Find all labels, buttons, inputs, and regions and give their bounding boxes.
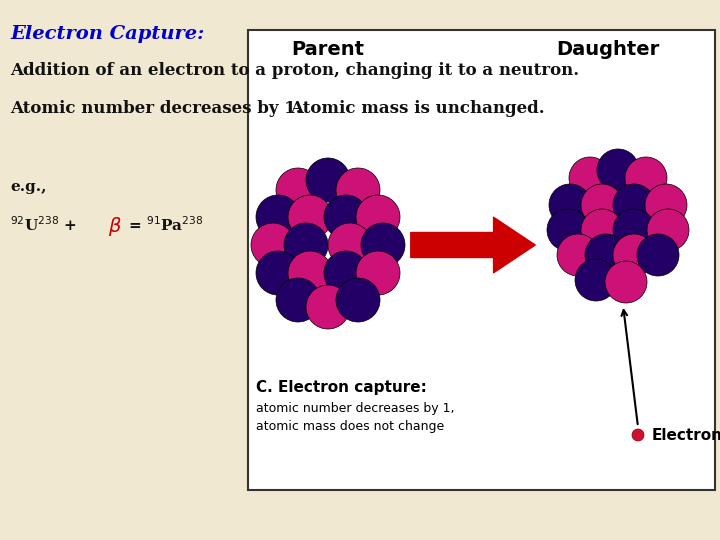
Text: atomic number decreases by 1,: atomic number decreases by 1, [256, 402, 454, 415]
FancyArrowPatch shape [411, 217, 535, 273]
Circle shape [356, 195, 400, 239]
Text: Daughter: Daughter [557, 40, 660, 59]
Circle shape [632, 429, 644, 441]
Circle shape [549, 184, 591, 226]
Circle shape [361, 223, 405, 267]
Circle shape [613, 209, 655, 251]
Circle shape [645, 184, 687, 226]
Circle shape [306, 285, 350, 329]
Circle shape [256, 195, 300, 239]
Circle shape [328, 223, 372, 267]
Circle shape [336, 278, 380, 322]
Text: Addition of an electron to a proton, changing it to a neutron.: Addition of an electron to a proton, cha… [10, 62, 579, 79]
Circle shape [647, 209, 689, 251]
Text: Atomic number decreases by 1.: Atomic number decreases by 1. [10, 100, 302, 117]
Circle shape [288, 251, 332, 295]
Bar [248, 30, 715, 490]
Circle shape [585, 234, 627, 276]
Circle shape [288, 195, 332, 239]
Text: = $^{91}$Pa$^{238}$: = $^{91}$Pa$^{238}$ [128, 215, 203, 234]
Text: Electron: Electron [652, 428, 720, 442]
Circle shape [557, 234, 599, 276]
Circle shape [276, 168, 320, 212]
Circle shape [625, 157, 667, 199]
Text: Parent: Parent [292, 40, 364, 59]
Circle shape [324, 251, 368, 295]
Circle shape [575, 259, 617, 301]
Circle shape [547, 209, 589, 251]
Text: Electron Capture:: Electron Capture: [10, 25, 204, 43]
Text: $^{92}$U$^{238}$ +: $^{92}$U$^{238}$ + [10, 215, 78, 234]
Circle shape [637, 234, 679, 276]
Circle shape [306, 158, 350, 202]
Text: e.g.,: e.g., [10, 180, 47, 194]
Circle shape [581, 209, 623, 251]
Circle shape [251, 223, 295, 267]
Text: $\beta$: $\beta$ [108, 215, 122, 238]
Text: C. Electron capture:: C. Electron capture: [256, 380, 427, 395]
Circle shape [336, 168, 380, 212]
Circle shape [276, 278, 320, 322]
Circle shape [324, 195, 368, 239]
Circle shape [284, 223, 328, 267]
Circle shape [613, 184, 655, 226]
Text: atomic mass does not change: atomic mass does not change [256, 420, 444, 433]
Circle shape [256, 251, 300, 295]
Circle shape [597, 149, 639, 191]
Circle shape [356, 251, 400, 295]
Circle shape [613, 234, 655, 276]
Text: Atomic mass is unchanged.: Atomic mass is unchanged. [290, 100, 544, 117]
Circle shape [605, 261, 647, 303]
Circle shape [581, 184, 623, 226]
Circle shape [569, 157, 611, 199]
